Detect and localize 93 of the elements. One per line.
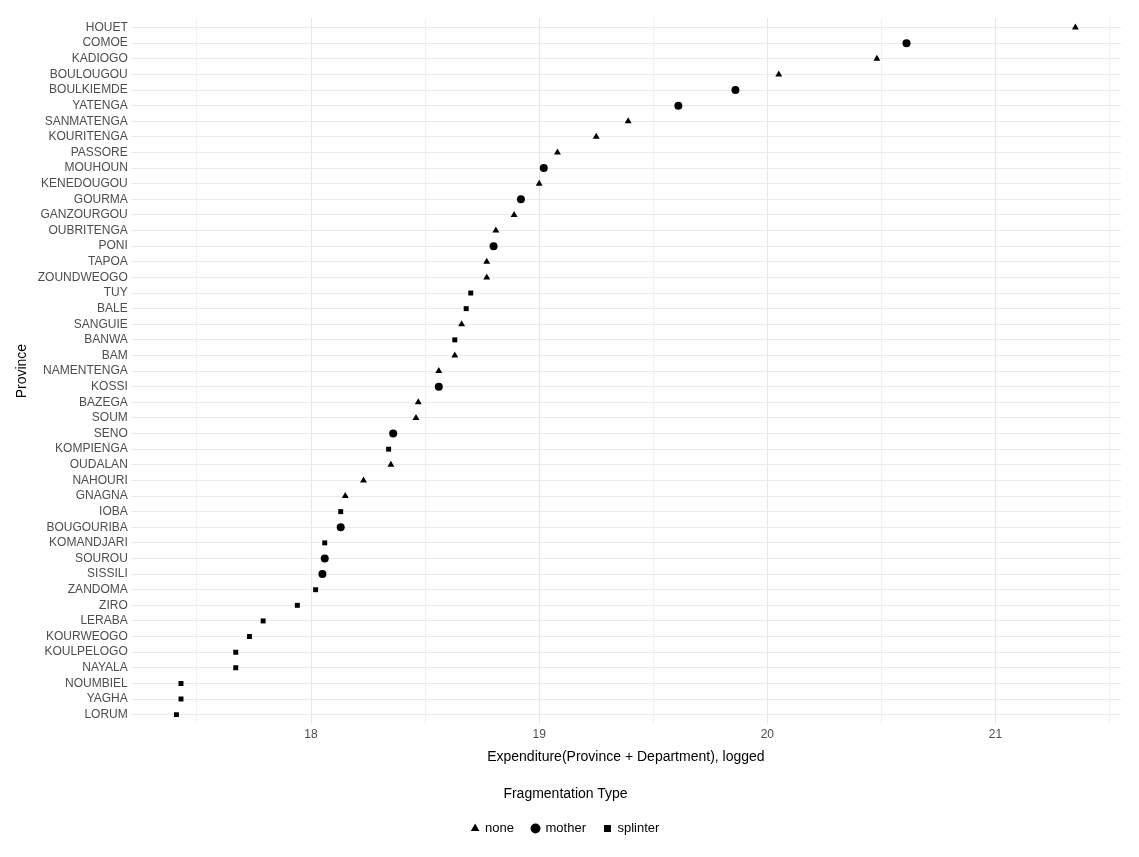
y-tick-label: NOUMBIEL <box>65 675 129 690</box>
x-tick-label: 18 <box>304 726 319 741</box>
y-tick-label: NAMENTENGA <box>43 363 128 378</box>
point <box>489 242 498 251</box>
point <box>294 602 300 608</box>
point <box>260 618 266 624</box>
y-tick-label: OUDALAN <box>69 457 128 472</box>
point <box>435 367 443 374</box>
y-tick-label: KOMANDJARI <box>49 535 128 550</box>
y-tick-label: PASSORE <box>70 144 128 159</box>
point <box>458 320 466 327</box>
y-tick-label: KOURWEOGO <box>46 628 128 643</box>
y-tick-label: ZIRO <box>99 597 128 612</box>
y-tick-label: PONI <box>98 238 128 253</box>
y-tick-label: NAHOURI <box>72 472 128 487</box>
y-tick-label: KOSSI <box>91 379 128 394</box>
legend-title: Fragmentation Type <box>503 785 628 802</box>
legend-label: splinter <box>617 820 661 836</box>
y-tick-label: NAYALA <box>82 660 128 675</box>
y-tick-label: TAPOA <box>88 254 128 269</box>
point <box>539 164 548 173</box>
point <box>322 540 328 546</box>
point <box>389 429 398 438</box>
y-tick-label: IOBA <box>99 503 128 518</box>
point <box>873 54 881 61</box>
point <box>173 712 179 718</box>
point <box>674 101 683 110</box>
y-tick-label: BANWA <box>84 332 128 347</box>
legend-label: none <box>485 820 515 836</box>
y-tick-label: BAZEGA <box>79 394 128 409</box>
point <box>1071 23 1079 30</box>
point <box>463 306 469 312</box>
point <box>233 649 239 655</box>
y-tick-label: KENEDOUGOU <box>41 176 128 191</box>
y-tick-label: KOMPIENGA <box>55 441 128 456</box>
point <box>902 39 911 48</box>
point <box>387 460 395 467</box>
y-tick-label: LERABA <box>80 613 128 628</box>
point <box>592 132 600 139</box>
y-tick-label: GANZOURGOU <box>40 207 128 222</box>
y-tick-label: OUBRITENGA <box>48 222 128 237</box>
y-tick-label: ZANDOMA <box>67 582 128 597</box>
point <box>434 382 443 391</box>
point <box>452 337 458 343</box>
x-tick-label: 20 <box>760 726 775 741</box>
y-tick-label: GOURMA <box>73 191 128 206</box>
y-tick-label: SISSILI <box>87 566 128 581</box>
y-tick-label: BOULOUGOU <box>49 66 128 81</box>
point <box>624 117 632 124</box>
point <box>318 570 327 579</box>
point <box>412 413 420 420</box>
point <box>468 290 474 296</box>
point <box>320 554 329 563</box>
point <box>338 509 344 515</box>
point <box>414 398 422 405</box>
point <box>492 226 500 233</box>
y-tick-label: GNAGNA <box>75 488 128 503</box>
y-tick-label: SOUM <box>91 410 128 425</box>
legend-label: mother <box>545 820 587 836</box>
y-tick-label: MOUHOUN <box>64 160 128 175</box>
y-tick-label: SANMATENGA <box>44 113 128 128</box>
point <box>341 492 349 499</box>
y-axis-title: Province <box>13 343 30 399</box>
y-tick-label: KOULPELOGO <box>44 644 128 659</box>
point <box>535 179 543 186</box>
y-tick-label: SENO <box>93 425 128 440</box>
x-tick-label: 21 <box>988 726 1003 741</box>
y-tick-label: KOURITENGA <box>48 129 128 144</box>
point <box>483 257 491 264</box>
y-tick-label: KADIOGO <box>71 51 128 66</box>
point <box>510 210 518 217</box>
point <box>246 634 252 640</box>
point <box>336 523 345 532</box>
y-tick-label: ZOUNDWEOGO <box>37 269 128 284</box>
y-tick-label: HOUET <box>85 19 129 34</box>
point <box>516 195 525 204</box>
point <box>731 86 740 95</box>
y-tick-label: BALE <box>97 300 128 315</box>
y-tick-label: SANGUIE <box>73 316 128 331</box>
y-tick-label: BOUGOURIBA <box>46 519 128 534</box>
y-tick-label: YAGHA <box>86 691 128 706</box>
point <box>386 446 392 452</box>
y-tick-label: LORUM <box>84 706 128 721</box>
y-tick-label: BAM <box>101 347 128 362</box>
y-tick-label: YATENGA <box>72 97 128 112</box>
y-tick-label: TUY <box>103 285 128 300</box>
y-tick-label: BOULKIEMDE <box>49 82 128 97</box>
y-tick-label: SOUROU <box>75 550 128 565</box>
point <box>233 665 239 671</box>
point <box>313 587 319 593</box>
x-axis-title: Expenditure(Province + Department), logged <box>487 747 765 764</box>
x-tick-label: 19 <box>532 726 547 741</box>
y-tick-label: COMOE <box>82 35 128 50</box>
